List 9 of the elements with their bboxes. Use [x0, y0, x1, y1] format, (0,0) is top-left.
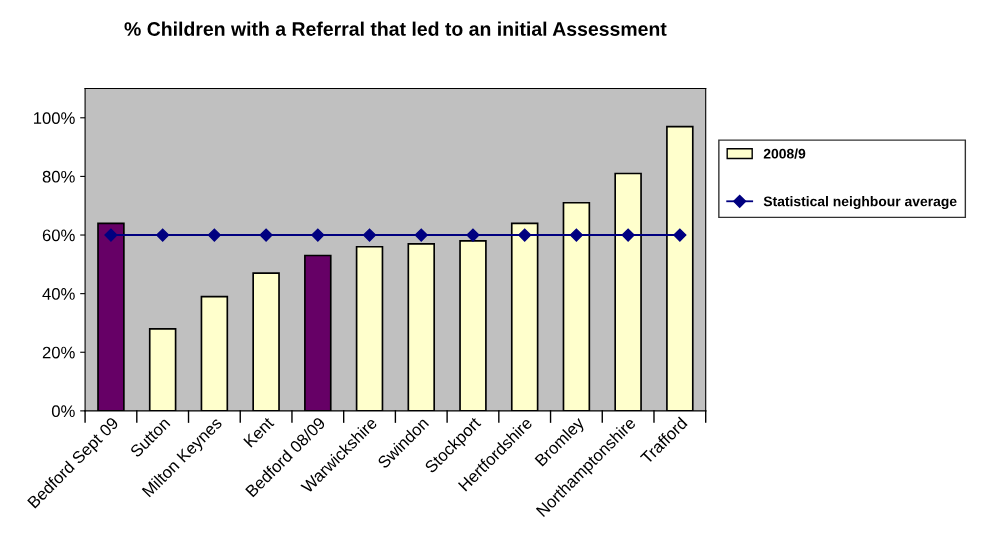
legend-label: 2008/9: [763, 148, 806, 159]
y-tick-label: 40%: [42, 288, 75, 300]
y-tick-label: 60%: [42, 229, 75, 242]
y-tick-label: 0%: [51, 405, 75, 418]
chart-title: % Children with a Referral that led to an initial Assessment: [124, 21, 667, 36]
y-tick-label: 20%: [42, 346, 75, 359]
legend-label: Statistical neighbour average: [763, 196, 957, 210]
y-tick-label: 100%: [34, 112, 75, 124]
y-tick-label: 80%: [42, 170, 75, 183]
